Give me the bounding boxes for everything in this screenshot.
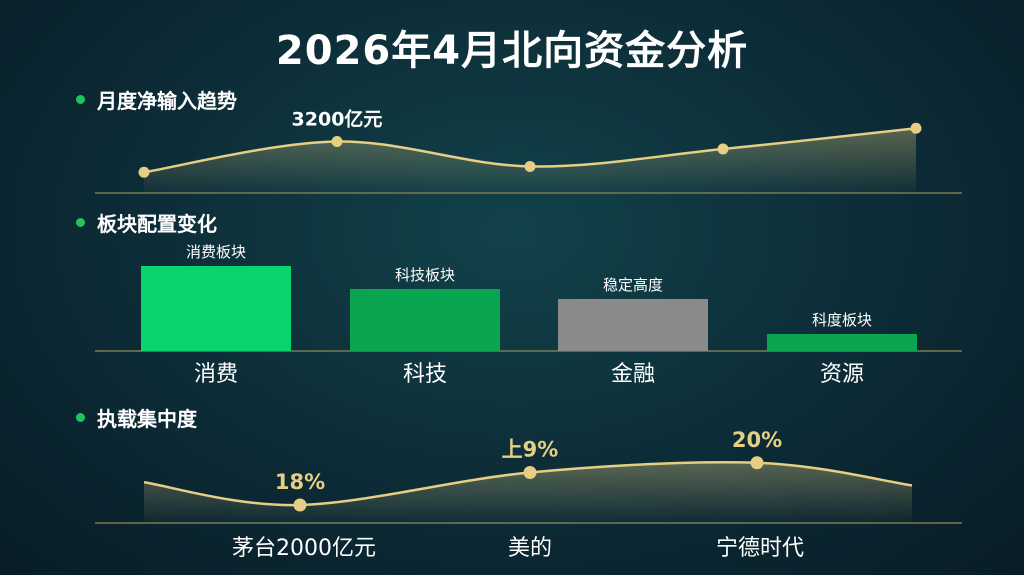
section-label: 板块配置变化 <box>97 212 217 236</box>
concentration-data-label: 上9% <box>502 438 559 462</box>
trend-point <box>331 136 343 148</box>
sector-bar <box>350 289 500 351</box>
concentration-area-chart: 18% 上9% 20% 茅台2000亿元 美的 宁德时代 <box>95 428 962 561</box>
section-header-concentration: 执载集中度 <box>76 403 197 432</box>
sector-category-label: 消费 <box>194 362 238 387</box>
section-label: 执载集中度 <box>97 407 197 431</box>
concentration-category-label: 美的 <box>508 536 552 561</box>
bullet-dot-icon <box>76 95 85 104</box>
section-label: 月度净输入趋势 <box>97 89 237 113</box>
sector-bar-label: 消费板块 <box>186 243 246 261</box>
concentration-point <box>523 466 537 479</box>
trend-point <box>910 122 922 134</box>
sector-category-label: 资源 <box>820 362 864 387</box>
trend-point <box>717 143 729 155</box>
sector-bar <box>767 334 917 351</box>
concentration-category-label: 宁德时代 <box>716 536 804 561</box>
trend-point <box>138 166 150 178</box>
section-header-sector: 板块配置变化 <box>76 208 217 237</box>
sector-bar <box>558 299 708 351</box>
bullet-dot-icon <box>76 218 85 227</box>
concentration-data-label: 18% <box>275 470 325 494</box>
trend-data-label: 3200亿元 <box>292 108 383 131</box>
page-title: 2026年4月北向资金分析 <box>275 28 749 74</box>
concentration-point <box>293 498 307 512</box>
bullet-dot-icon <box>76 413 85 422</box>
concentration-category-label: 茅台2000亿元 <box>232 536 376 561</box>
sector-category-label: 金融 <box>611 362 655 387</box>
concentration-data-label: 20% <box>732 428 782 452</box>
section-header-trend: 月度净输入趋势 <box>76 85 237 114</box>
sector-bar-label: 科技板块 <box>395 266 455 284</box>
concentration-area-fill <box>144 462 912 523</box>
trend-line-chart: 3200亿元 <box>95 108 962 194</box>
trend-area-fill <box>144 128 916 193</box>
sector-bar-label: 科度板块 <box>812 311 872 329</box>
concentration-point <box>750 456 764 470</box>
sector-bar-label: 稳定高度 <box>603 276 663 294</box>
sector-category-label: 科技 <box>403 362 447 387</box>
sector-bar <box>141 266 291 351</box>
trend-point <box>524 160 536 172</box>
